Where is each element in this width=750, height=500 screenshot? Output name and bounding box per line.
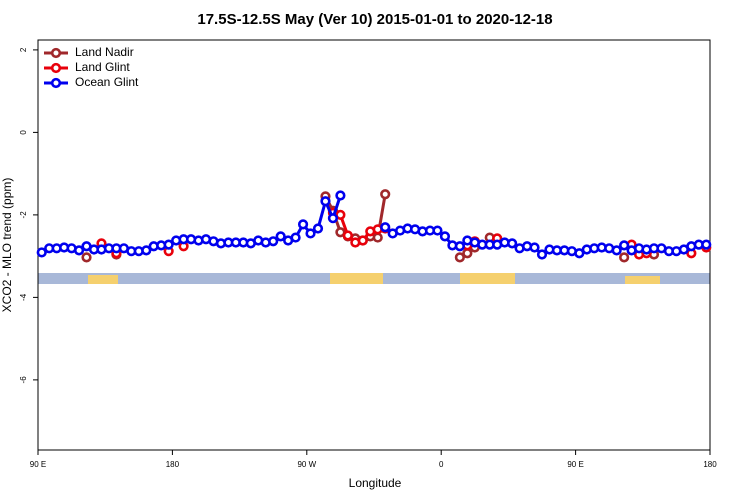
point [81, 252, 92, 263]
y-axis-title: XCO2 - MLO trend (ppm) [0, 178, 14, 313]
point [141, 245, 152, 256]
x-tick-label: 90 E [567, 460, 583, 469]
point [439, 231, 451, 242]
point [432, 225, 443, 236]
point [380, 189, 391, 200]
point [342, 230, 353, 241]
point [701, 239, 712, 250]
point [619, 240, 630, 251]
y-tick-label: 2 [19, 47, 28, 52]
x-tick-label: 90 W [297, 460, 316, 469]
legend-label: Land Nadir [75, 45, 134, 59]
legend-marker [50, 77, 62, 89]
point [372, 232, 383, 243]
y-tick-label: -4 [19, 293, 28, 301]
point [36, 247, 47, 258]
point [297, 219, 309, 230]
point [73, 245, 85, 256]
point [380, 222, 391, 233]
y-tick-label: -2 [19, 211, 28, 219]
point [320, 196, 331, 207]
legend-label: Ocean Glint [75, 75, 139, 89]
x-tick-label: 180 [703, 460, 717, 469]
x-tick-label: 180 [166, 460, 180, 469]
point [335, 190, 346, 201]
point [275, 231, 286, 242]
point [507, 238, 518, 249]
point [536, 249, 548, 260]
point [454, 252, 465, 263]
point [611, 245, 622, 256]
point [163, 239, 174, 250]
point [268, 236, 279, 247]
point [305, 228, 316, 239]
point [327, 213, 339, 224]
legend-marker [50, 47, 62, 59]
map-strip [38, 273, 710, 284]
point [619, 252, 630, 263]
point [357, 235, 368, 246]
point [462, 248, 473, 259]
chart-title: 17.5S-12.5S May (Ver 10) 2015-01-01 to 2… [197, 11, 552, 28]
point [454, 241, 465, 252]
point [312, 223, 324, 234]
x-axis-title: Longitude [349, 476, 402, 490]
legend-marker [50, 62, 62, 74]
y-tick-label: 0 [19, 130, 28, 135]
point [529, 242, 540, 253]
legend-label: Land Glint [75, 60, 130, 74]
x-tick-label: 0 [439, 460, 444, 469]
x-tick-label: 90 E [30, 460, 46, 469]
y-tick-label: -6 [19, 376, 28, 384]
point [290, 232, 301, 243]
point [574, 248, 585, 259]
